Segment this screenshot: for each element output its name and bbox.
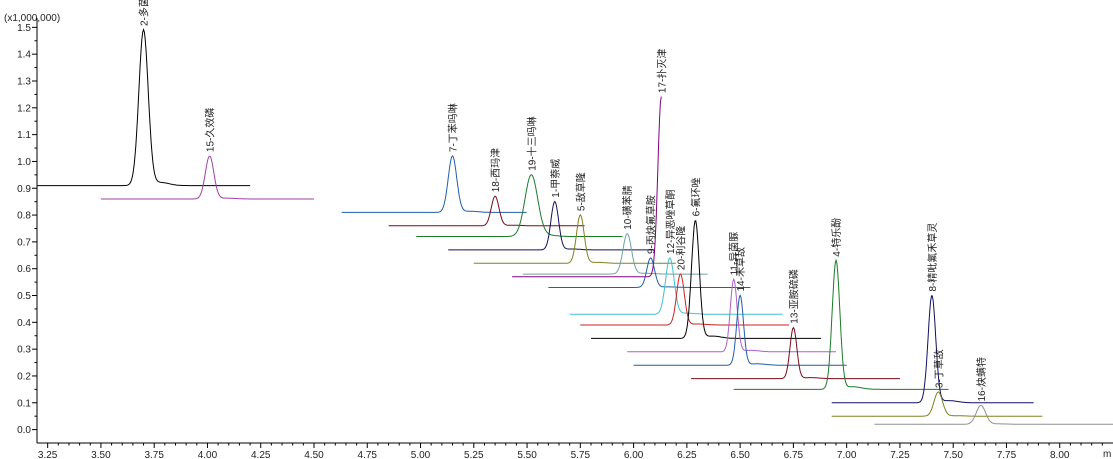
x-tick-label: 6.00: [624, 450, 644, 459]
x-tick-label: 4.50: [304, 450, 324, 459]
peak-label: 5-敌草隆: [574, 172, 587, 211]
trace-line: [633, 293, 847, 366]
trace-line: [691, 326, 900, 380]
peak-label: 14-禾草敌: [734, 247, 747, 291]
trace-line: [627, 277, 836, 353]
x-tick-label: 7.25: [890, 450, 910, 459]
trace-line: [580, 273, 790, 326]
y-tick-label: 0.6: [17, 264, 31, 275]
y-tick-label: 0.3: [17, 345, 31, 356]
x-tick-label: 5.50: [517, 450, 537, 459]
peak-label: 4-特乐酚: [831, 218, 843, 257]
peak-label: 13-亚胺硫磷: [787, 269, 800, 323]
y-multiplier-label: (x1,000,000): [4, 13, 60, 24]
peak-label: 15-久效磷: [204, 108, 217, 152]
x-tick-label: 3.50: [91, 450, 111, 459]
axes: 3.25 3.50 3.75 4.00 4.25 4.50 4.75 5.00 5.25 5.50…: [17, 18, 1113, 459]
trace-line: [548, 257, 751, 288]
trace-line: [831, 391, 1043, 417]
y-tick-label: 0.2: [17, 371, 31, 382]
trace-line: [341, 155, 527, 213]
peak-label: 10-磺苯腈: [621, 185, 634, 229]
y-tick-label: 0.9: [17, 184, 31, 195]
peak-label: 16-炔螨特: [976, 357, 988, 401]
x-tick-label: 5.75: [571, 450, 591, 459]
trace-line: [416, 174, 623, 237]
y-tick-label: 1.2: [17, 103, 31, 114]
peak-label: 11-异菌脲: [729, 232, 741, 276]
y-tick-label: 1.1: [17, 130, 31, 141]
y-tick-label: 0.1: [17, 398, 31, 409]
y-tick-label: 0.7: [17, 237, 31, 248]
x-tick-label: 4.25: [251, 450, 271, 459]
x-tick-label: 5.00: [411, 450, 431, 459]
x-tick-label: 6.75: [784, 450, 804, 459]
x-tick-label: 4.75: [358, 450, 378, 459]
x-tick-label: 7.00: [837, 450, 857, 459]
peak-label: 3-丁草敌: [932, 349, 945, 388]
y-tick-label: 0.8: [17, 211, 31, 222]
peak-label: 2-多菌灵: [138, 0, 151, 26]
x-tick-label: 7.75: [997, 450, 1017, 459]
y-tick-label: 1.4: [17, 50, 31, 61]
trace-line: [100, 155, 314, 200]
trace-line: [512, 96, 662, 278]
trace-line: [874, 404, 1113, 425]
traces: [37, 27, 1113, 425]
peak-label: 7-丁苯吗啉: [447, 103, 460, 152]
x-tick-label: 7.50: [943, 450, 963, 459]
trace-line: [473, 214, 676, 264]
peak-label: 17-扑灭津: [655, 49, 668, 93]
peak-labels: 2-多菌灵 15-久效磷 7-丁苯吗啉 18-西玛津 19-十三吗啉 1-甲萘威 5-敌草隆…: [138, 0, 988, 402]
peak-label: 20-利谷隆: [675, 226, 688, 270]
trace-line: [831, 295, 1034, 404]
x-unit-label: m: [1103, 449, 1111, 459]
y-tick-label: 1.0: [17, 157, 31, 168]
x-tick-label: 6.25: [677, 450, 697, 459]
trace-line: [733, 258, 949, 390]
x-tick-label: 3.25: [38, 450, 58, 459]
x-tick-label: 6.50: [730, 450, 750, 459]
peak-label: 19-十三吗啉: [525, 116, 538, 170]
trace-line: [591, 220, 822, 339]
x-tick-label: 4.00: [198, 450, 218, 459]
x-tick-label: 8.00: [1050, 450, 1070, 459]
peak-label: 8-精吡氟禾草灵: [926, 223, 939, 292]
y-tick-label: 1.3: [17, 76, 31, 87]
y-tick-label: 0.0: [17, 425, 31, 436]
y-tick-label: 1.5: [17, 23, 31, 34]
peak-label: 1-甲萘威: [549, 159, 562, 198]
x-tick-label: 5.25: [464, 450, 484, 459]
peak-label: 6-氟环唑: [689, 177, 702, 216]
peak-label: 9-丙炔氟草胺: [645, 195, 658, 254]
peak-label: 12-异恶唑草酮: [664, 190, 677, 254]
y-tick-label: 0.5: [17, 291, 31, 302]
x-tick-label: 3.75: [144, 450, 164, 459]
trace-line: [37, 27, 251, 187]
trace-line: [522, 233, 708, 275]
y-tick-label: 0.4: [17, 318, 31, 329]
trace-line: [448, 200, 655, 251]
trace-line: [388, 195, 585, 227]
peak-label: 18-西玛津: [490, 148, 502, 192]
